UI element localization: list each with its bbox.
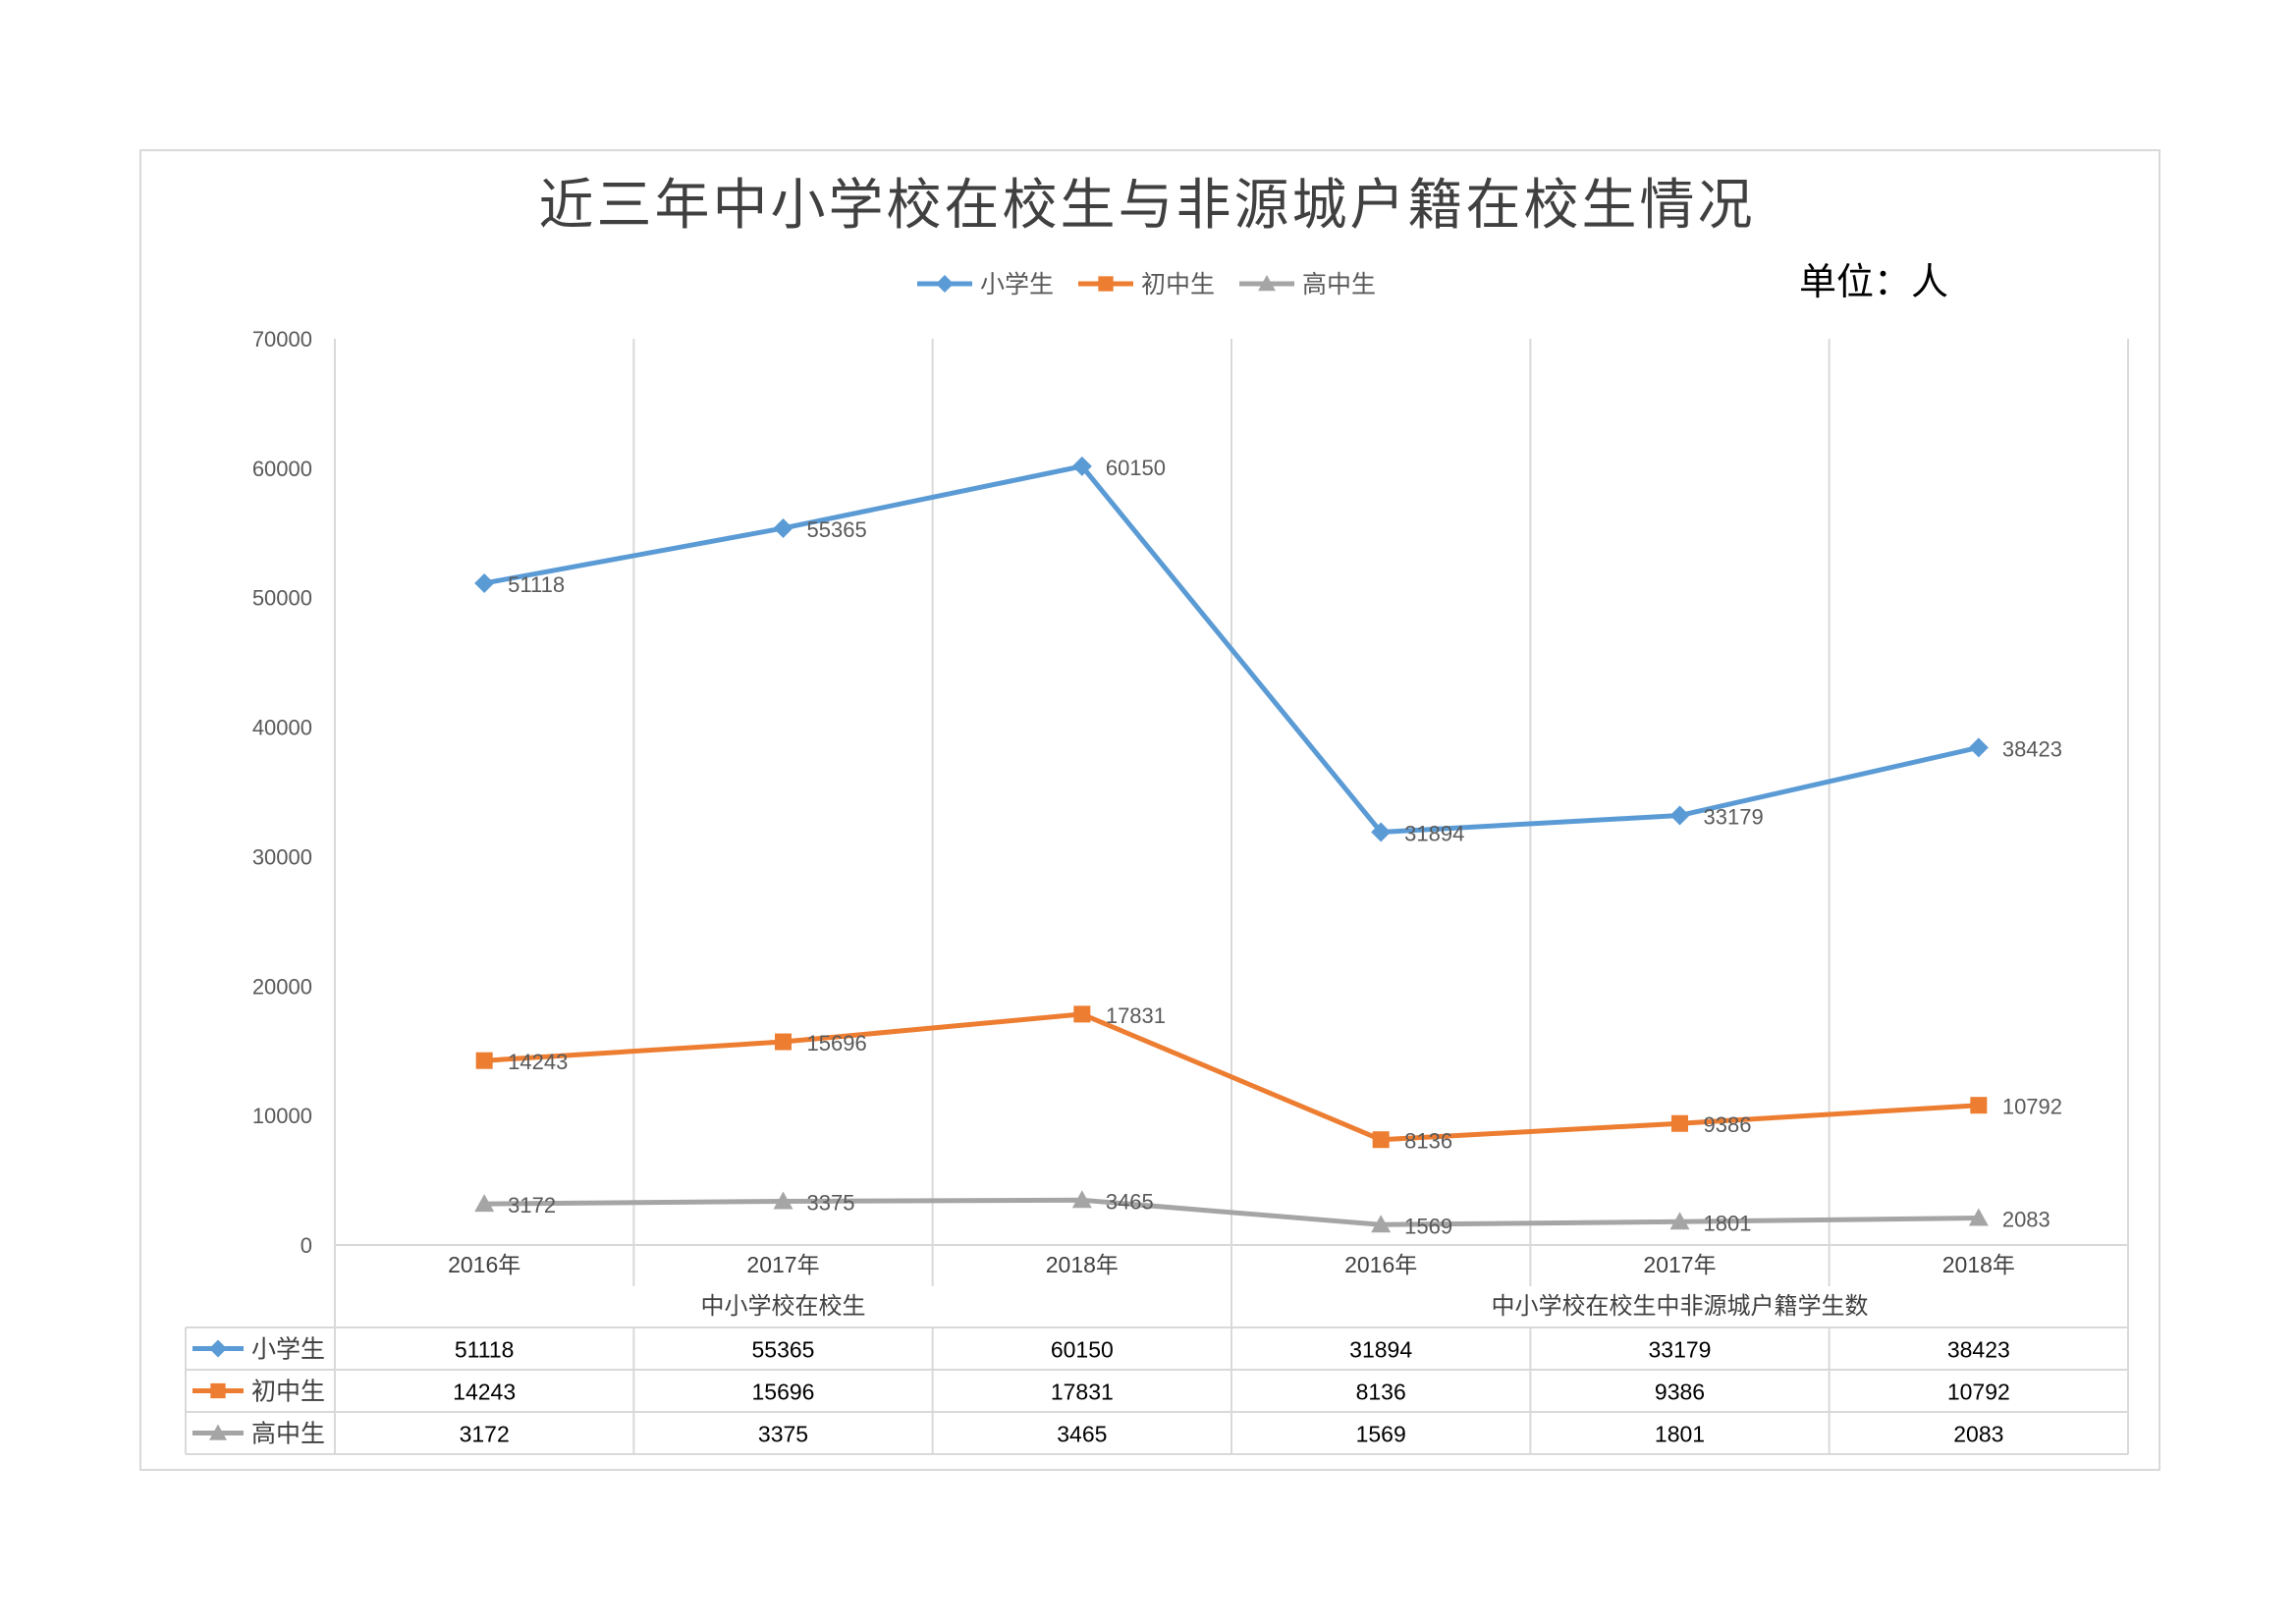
data-point [1073,1005,1091,1023]
x-tick-label: 2018年 [1942,1252,2015,1277]
grid-lines [334,339,2129,1245]
data-point [1071,1190,1092,1209]
table-cell: 8136 [1356,1380,1406,1405]
data-labels: 51118 55365 60150 31894 33179 38423 14243 15696… [508,456,2062,1238]
table-legend-marker [210,1382,226,1399]
data-point [1970,1097,1988,1114]
legend-marker [936,275,954,293]
y-tick-label: 10000 [252,1104,312,1128]
data-point [1669,805,1690,826]
data-point [475,1052,493,1069]
data-label: 33179 [1704,805,1764,830]
series-line-2 [484,1197,1979,1227]
legend-label: 初中生 [1141,270,1215,298]
legend-label: 小学生 [980,270,1054,298]
data-point [773,1191,793,1210]
data-point [1968,737,1989,758]
table-cell: 15696 [752,1380,815,1405]
data-label: 8136 [1404,1129,1452,1154]
table-legend-marker [209,1339,227,1358]
data-point [1372,1131,1390,1149]
legend-marker [1098,276,1114,292]
series-line-1 [484,1011,1979,1143]
x-tick-label: 2017年 [746,1252,819,1277]
data-label: 15696 [807,1031,867,1056]
y-tick-label: 0 [301,1233,312,1258]
x-tick-label: 2018年 [1046,1252,1119,1277]
data-point [1968,1208,1989,1226]
table-cell: 51118 [455,1337,515,1363]
legend: 小学生 初中生 高中生 [917,270,1376,298]
x-tick-label: 2016年 [1344,1252,1417,1277]
table-cell: 3465 [1057,1422,1107,1447]
x-group-label: 中小学校在校生中非源城户籍学生数 [1492,1292,1869,1320]
table-cell: 33179 [1649,1337,1712,1363]
data-label: 17831 [1106,1003,1166,1028]
table-row-name: 小学生 [251,1335,325,1364]
table-cell: 17831 [1051,1380,1114,1405]
data-point [1371,1215,1392,1233]
chart-frame [139,149,2160,1471]
table-cell: 3172 [460,1422,510,1447]
series-line-0 [483,463,1980,835]
data-point [1371,822,1392,842]
series-layer [474,456,1989,1233]
x-group-label: 中小学校在校生 [701,1292,866,1320]
data-label: 10792 [2002,1095,2062,1119]
y-tick-label: 40000 [252,716,312,740]
data-point [773,517,793,538]
data-table: 小学生 51118 55365 60150 31894 33179 38423 初中生 1424… [185,1326,2129,1455]
table-row-name: 初中生 [251,1378,325,1406]
y-tick-label: 20000 [252,974,312,999]
x-tick-label: 2017年 [1643,1252,1716,1277]
data-label: 1569 [1404,1214,1452,1238]
table-cell: 55365 [752,1337,815,1363]
table-cell: 3375 [758,1422,808,1447]
data-label: 51118 [508,572,565,597]
data-label: 3465 [1106,1189,1154,1214]
legend-marker [1258,275,1276,292]
table-cell: 1801 [1655,1422,1705,1447]
table-cell: 2083 [1953,1422,2003,1447]
data-point [474,572,495,593]
data-label: 55365 [807,517,867,542]
data-label: 3375 [807,1190,855,1215]
data-label: 60150 [1106,456,1166,480]
legend-label: 高中生 [1302,270,1376,298]
table-cell: 10792 [1947,1380,2010,1405]
table-legend-marker [209,1424,227,1440]
y-tick-label: 50000 [252,586,312,611]
data-label: 1801 [1704,1211,1752,1235]
chart-title: 近三年中小学校在校生与非源城户籍在校生情况 [539,174,1756,238]
data-point [1671,1114,1688,1132]
table-cell: 31894 [1349,1337,1412,1363]
data-label: 31894 [1404,821,1464,845]
data-point [1669,1212,1690,1230]
table-cell: 38423 [1947,1337,2010,1363]
data-point [474,1194,495,1213]
y-tick-label: 30000 [252,844,312,869]
table-cell: 9386 [1655,1380,1705,1405]
table-row-name: 高中生 [251,1420,325,1448]
y-axis-ticks: 0 10000 20000 30000 40000 50000 60000 70000 [252,327,312,1258]
table-cell: 60150 [1051,1337,1114,1363]
y-tick-label: 60000 [252,457,312,481]
data-label: 2083 [2002,1208,2050,1232]
unit-note: 单位：人 [1799,260,1948,303]
data-label: 3172 [508,1193,556,1218]
data-point [775,1033,792,1051]
data-point [1071,456,1092,476]
table-cell: 14243 [453,1380,516,1405]
data-label: 9386 [1704,1112,1752,1137]
data-label: 38423 [2002,736,2062,761]
x-tick-label: 2016年 [448,1252,520,1277]
y-tick-label: 70000 [252,327,312,352]
table-cell: 1569 [1356,1422,1406,1447]
data-label: 14243 [508,1050,568,1074]
